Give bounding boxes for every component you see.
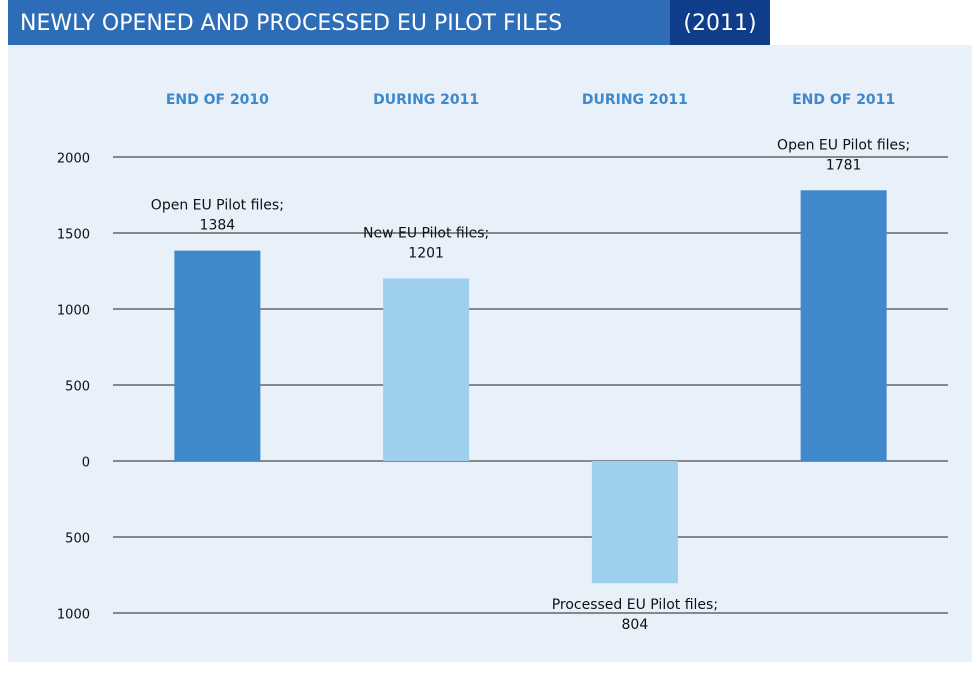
column-header: END OF 2011 — [792, 92, 895, 108]
category-label: Processed EU Pilot files; — [552, 597, 718, 613]
category-label: New EU Pilot files; — [363, 225, 489, 241]
column-header: DURING 2011 — [373, 92, 479, 108]
chart-title: NEWLY OPENED AND PROCESSED EU PILOT FILE… — [20, 11, 562, 36]
y-tick-label: 1500 — [57, 228, 90, 243]
category-label: Open EU Pilot files; — [151, 198, 284, 214]
y-tick-label: 500 — [65, 380, 90, 395]
value-label: 1781 — [826, 157, 862, 173]
title-bar — [8, 0, 670, 45]
column-header: END OF 2010 — [166, 92, 269, 108]
value-label: 1384 — [200, 218, 236, 234]
chart-subtitle: (2011) — [683, 11, 756, 36]
y-tick-label: 1000 — [57, 304, 90, 319]
y-tick-label: 2000 — [57, 152, 90, 167]
subtitle-box — [670, 0, 770, 45]
bar — [800, 190, 887, 461]
y-tick-label: 500 — [65, 532, 90, 547]
value-label: 1201 — [408, 245, 444, 261]
y-tick-label: 1000 — [57, 608, 90, 623]
value-label: 804 — [622, 617, 649, 633]
bar — [174, 250, 261, 461]
column-header: DURING 2011 — [582, 92, 688, 108]
y-tick-label: 0 — [82, 456, 90, 471]
bar — [383, 278, 470, 461]
bar — [591, 461, 678, 584]
category-label: Open EU Pilot files; — [777, 137, 910, 153]
